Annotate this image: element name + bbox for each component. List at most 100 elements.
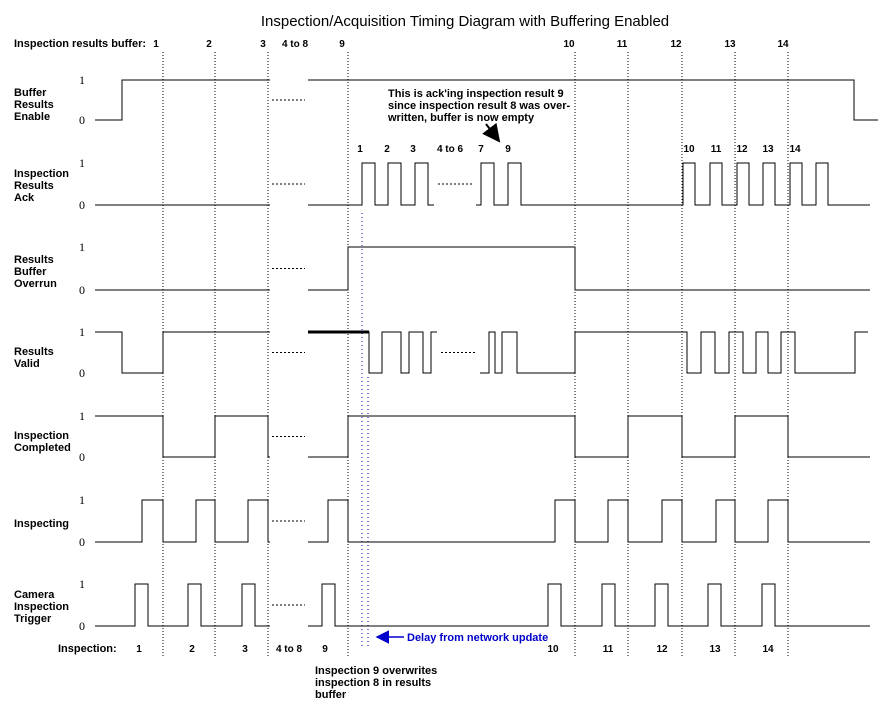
top-axis-tick: 11	[617, 39, 628, 50]
waveform	[308, 331, 437, 374]
overwrite-note-line: inspection 8 in results	[315, 677, 431, 689]
bottom-axis-tick: 12	[656, 644, 668, 655]
bottom-axis-tick: 9	[322, 644, 328, 655]
bottom-axis-tick: 2	[189, 644, 195, 655]
signal-row-inspecting: Inspecting 1 0	[14, 493, 870, 549]
row-label: Inspection	[14, 430, 69, 442]
waveform	[95, 415, 270, 458]
row-label: Overrun	[14, 278, 57, 290]
level-0-label: 0	[79, 366, 85, 380]
bottom-axis: Inspection: 1 2 3 4 to 8 9 10 11 12 13 14	[58, 643, 774, 655]
bottom-axis-label: Inspection:	[58, 643, 117, 655]
waveform	[95, 79, 270, 121]
waveform	[308, 415, 870, 458]
top-axis-label: Inspection results buffer:	[14, 38, 146, 50]
level-1-label: 1	[79, 325, 85, 339]
pulse-label: 11	[711, 144, 722, 155]
top-axis-tick: 1	[153, 39, 159, 50]
ack-note-arrow	[482, 122, 501, 143]
top-axis-tick: 14	[777, 39, 789, 50]
level-1-label: 1	[79, 73, 85, 87]
ack-note-line: written, buffer is now empty	[387, 112, 535, 124]
row-label: Valid	[14, 358, 40, 370]
pulse-label: 14	[789, 144, 801, 155]
top-axis-tick: 2	[206, 39, 212, 50]
diagram-title: Inspection/Acquisition Timing Diagram wi…	[260, 13, 670, 30]
top-axis-tick: 12	[670, 39, 682, 50]
pulse-label: 1	[357, 144, 363, 155]
row-label: Buffer	[14, 87, 47, 99]
network-delay-lines	[361, 213, 369, 648]
level-1-label: 1	[79, 493, 85, 507]
waveform	[308, 162, 434, 206]
waveform	[476, 162, 870, 206]
waveform	[95, 499, 270, 543]
row-label: Camera	[14, 589, 55, 601]
row-label: Inspection	[14, 168, 69, 180]
delay-note: Delay from network update	[375, 630, 548, 644]
row-label: Ack	[14, 192, 35, 204]
level-1-label: 1	[79, 240, 85, 254]
top-axis-tick: 3	[260, 39, 266, 50]
bottom-axis-tick: 14	[762, 644, 774, 655]
top-axis: Inspection results buffer: 1 2 3 4 to 8 9 10 11…	[14, 38, 789, 50]
level-1-label: 1	[79, 577, 85, 591]
waveform	[95, 331, 270, 374]
pulse-label: 4 to 6	[437, 144, 464, 155]
row-label: Enable	[14, 111, 50, 123]
row-label: Inspecting	[14, 518, 69, 530]
pulse-label: 2	[384, 144, 390, 155]
waveform	[308, 79, 878, 121]
pulse-label: 7	[478, 144, 484, 155]
row-label: Buffer	[14, 266, 47, 278]
waveform	[308, 499, 870, 543]
bottom-axis-tick: 3	[242, 644, 248, 655]
delay-note-text: Delay from network update	[407, 632, 548, 644]
pulse-label: 13	[762, 144, 774, 155]
level-1-label: 1	[79, 156, 85, 170]
bottom-axis-tick: 1	[136, 644, 142, 655]
row-label: Trigger	[14, 613, 52, 625]
ack-note-line: This is ack'ing inspection result 9	[388, 88, 564, 100]
row-label: Inspection	[14, 601, 69, 613]
row-label: Results	[14, 99, 54, 111]
level-1-label: 1	[79, 409, 85, 423]
waveform	[480, 331, 868, 374]
top-axis-tick: 10	[563, 39, 575, 50]
pulse-label: 9	[505, 144, 511, 155]
top-axis-tick: 9	[339, 39, 345, 50]
pulse-label: 12	[736, 144, 748, 155]
ack-note: This is ack'ing inspection result 9since…	[387, 88, 571, 143]
row-label: Results	[14, 254, 54, 266]
overwrite-note-line: buffer	[315, 689, 347, 701]
waveform	[95, 583, 270, 627]
pulse-label: 10	[683, 144, 695, 155]
bottom-axis-tick: 11	[603, 644, 614, 655]
bottom-axis-tick: 10	[547, 644, 559, 655]
waveform	[308, 583, 870, 627]
level-0-label: 0	[79, 619, 85, 633]
event-gridlines	[162, 52, 789, 658]
bottom-axis-tick: 4 to 8	[276, 644, 303, 655]
top-axis-tick: 13	[724, 39, 736, 50]
row-label: Results	[14, 180, 54, 192]
waveform	[308, 246, 870, 291]
level-0-label: 0	[79, 113, 85, 127]
level-0-label: 0	[79, 283, 85, 297]
row-label: Completed	[14, 442, 71, 454]
top-axis-tick: 4 to 8	[282, 39, 309, 50]
bottom-axis-tick: 13	[709, 644, 721, 655]
ack-note-line: since inspection result 8 was over-	[388, 100, 571, 112]
level-0-label: 0	[79, 535, 85, 549]
row-label: Results	[14, 346, 54, 358]
pulse-label: 3	[410, 144, 416, 155]
